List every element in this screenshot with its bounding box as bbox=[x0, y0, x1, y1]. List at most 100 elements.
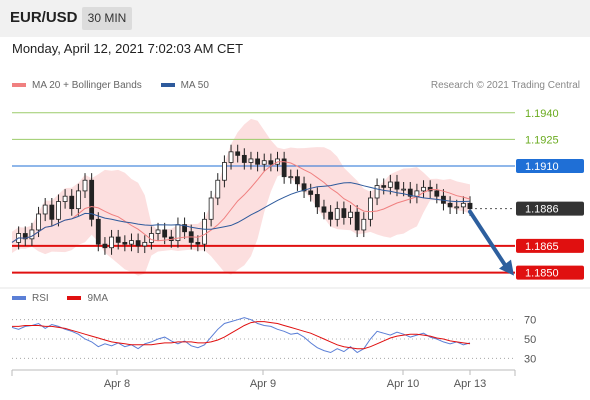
candle-down bbox=[89, 179, 95, 220]
legend-ma20: MA 20 + Bollinger Bands bbox=[12, 80, 142, 91]
candle-down bbox=[341, 208, 347, 218]
candle-up bbox=[361, 218, 367, 231]
candle-up bbox=[142, 241, 148, 247]
candle-down bbox=[354, 211, 360, 231]
candle-up bbox=[348, 211, 353, 218]
level-label-support-2: 1.1850 bbox=[525, 268, 559, 280]
candle-up bbox=[222, 162, 227, 181]
rsi-tick-label: 30 bbox=[524, 353, 536, 365]
candle-up bbox=[288, 176, 294, 179]
candle-down bbox=[115, 236, 121, 243]
candle-down bbox=[95, 218, 101, 245]
candle-down bbox=[281, 158, 287, 178]
rsi-ma-swatch bbox=[67, 296, 82, 301]
candle-up bbox=[421, 186, 426, 192]
candle-up bbox=[29, 229, 35, 240]
candle-down bbox=[268, 160, 274, 165]
candle-up bbox=[62, 195, 68, 202]
x-tick-label: Apr 13 bbox=[454, 378, 486, 390]
candle-down bbox=[407, 188, 413, 197]
legend-ma20-label: MA 20 + Bollinger Bands bbox=[32, 80, 142, 91]
candle-down bbox=[162, 229, 168, 238]
candle-down bbox=[321, 206, 327, 213]
rsi-tick-label: 70 bbox=[524, 315, 536, 327]
level-tag-pivot bbox=[516, 159, 584, 174]
candle-down bbox=[241, 154, 247, 163]
credit-text: Research © 2021 Trading Central bbox=[430, 80, 580, 91]
level-label-support-1: 1.1865 bbox=[525, 241, 559, 253]
candle-up bbox=[155, 229, 161, 234]
candle-down bbox=[295, 176, 300, 185]
x-tick-label: Apr 10 bbox=[387, 378, 419, 390]
candle-down bbox=[195, 241, 201, 245]
ma20-line bbox=[11, 161, 471, 243]
candle-down bbox=[69, 195, 75, 210]
rsi-tick-label: 50 bbox=[524, 334, 536, 346]
candle-up bbox=[129, 240, 134, 245]
candle-down bbox=[122, 241, 128, 245]
candle-down bbox=[447, 202, 453, 208]
forecast-arrow-head bbox=[499, 259, 514, 276]
level-label-pivot: 1.1910 bbox=[525, 161, 559, 173]
rsi-line bbox=[11, 317, 471, 354]
rsi-legend: RSI 9MA bbox=[12, 293, 124, 304]
candle-up bbox=[215, 179, 221, 199]
x-tick-label: Apr 8 bbox=[104, 378, 130, 390]
level-tag-support-2 bbox=[516, 265, 584, 280]
candle-down bbox=[49, 204, 55, 220]
candle-down bbox=[434, 190, 440, 197]
candle-up bbox=[75, 190, 81, 210]
timeframe-button[interactable]: 30 MIN bbox=[82, 7, 132, 30]
candle-down bbox=[255, 158, 260, 165]
candle-up bbox=[56, 201, 61, 220]
legend-ma50: MA 50 bbox=[160, 80, 209, 91]
candle-down bbox=[314, 194, 320, 208]
candle-up bbox=[248, 158, 254, 163]
candle-down bbox=[394, 181, 400, 190]
candle-up bbox=[42, 204, 48, 215]
candle-up bbox=[208, 197, 214, 220]
candle-up bbox=[401, 188, 407, 191]
level-tag-support-1 bbox=[516, 238, 584, 253]
symbol-title[interactable]: EUR/USD bbox=[10, 9, 78, 26]
candle-up bbox=[374, 185, 380, 199]
level-tag-current bbox=[516, 201, 584, 216]
legend-rsi-ma-label: 9MA bbox=[87, 293, 109, 304]
candle-down bbox=[328, 211, 334, 220]
level-label-resistance-2: 1.1940 bbox=[525, 108, 559, 120]
candle-up bbox=[460, 202, 466, 208]
forecast-arrow-shaft bbox=[468, 209, 510, 272]
candle-down bbox=[235, 151, 241, 156]
rsi-swatch bbox=[12, 296, 26, 301]
candle-up bbox=[334, 208, 340, 220]
rsi-ma-line bbox=[12, 321, 471, 350]
candle-down bbox=[135, 240, 141, 247]
candle-up bbox=[387, 181, 393, 188]
candle-up bbox=[202, 218, 207, 245]
candle-down bbox=[301, 183, 307, 192]
candle-down bbox=[467, 202, 473, 210]
candle-up bbox=[82, 179, 88, 192]
candle-down bbox=[381, 185, 387, 188]
candle-down bbox=[102, 243, 108, 249]
candle-up bbox=[368, 197, 373, 220]
main-legend: MA 20 + Bollinger Bands MA 50 bbox=[12, 80, 225, 91]
x-tick-label: Apr 9 bbox=[250, 378, 276, 390]
ma50-line bbox=[11, 182, 471, 243]
legend-rsi-ma: 9MA bbox=[67, 293, 108, 304]
ma50-swatch bbox=[160, 83, 175, 88]
candle-up bbox=[454, 206, 460, 209]
candle-down bbox=[22, 233, 28, 240]
candle-up bbox=[109, 236, 114, 249]
legend-ma50-label: MA 50 bbox=[180, 80, 209, 91]
candle-up bbox=[36, 213, 41, 231]
level-label-current: 1.1886 bbox=[525, 204, 559, 216]
ma20-swatch bbox=[12, 83, 26, 88]
legend-rsi: RSI bbox=[12, 293, 49, 304]
legend-rsi-label: RSI bbox=[32, 293, 49, 304]
level-label-resistance-1: 1.1925 bbox=[525, 134, 559, 146]
datetime-label: Monday, April 12, 2021 7:02:03 AM CET bbox=[12, 41, 244, 56]
candle-up bbox=[261, 160, 267, 165]
candle-down bbox=[182, 224, 187, 233]
